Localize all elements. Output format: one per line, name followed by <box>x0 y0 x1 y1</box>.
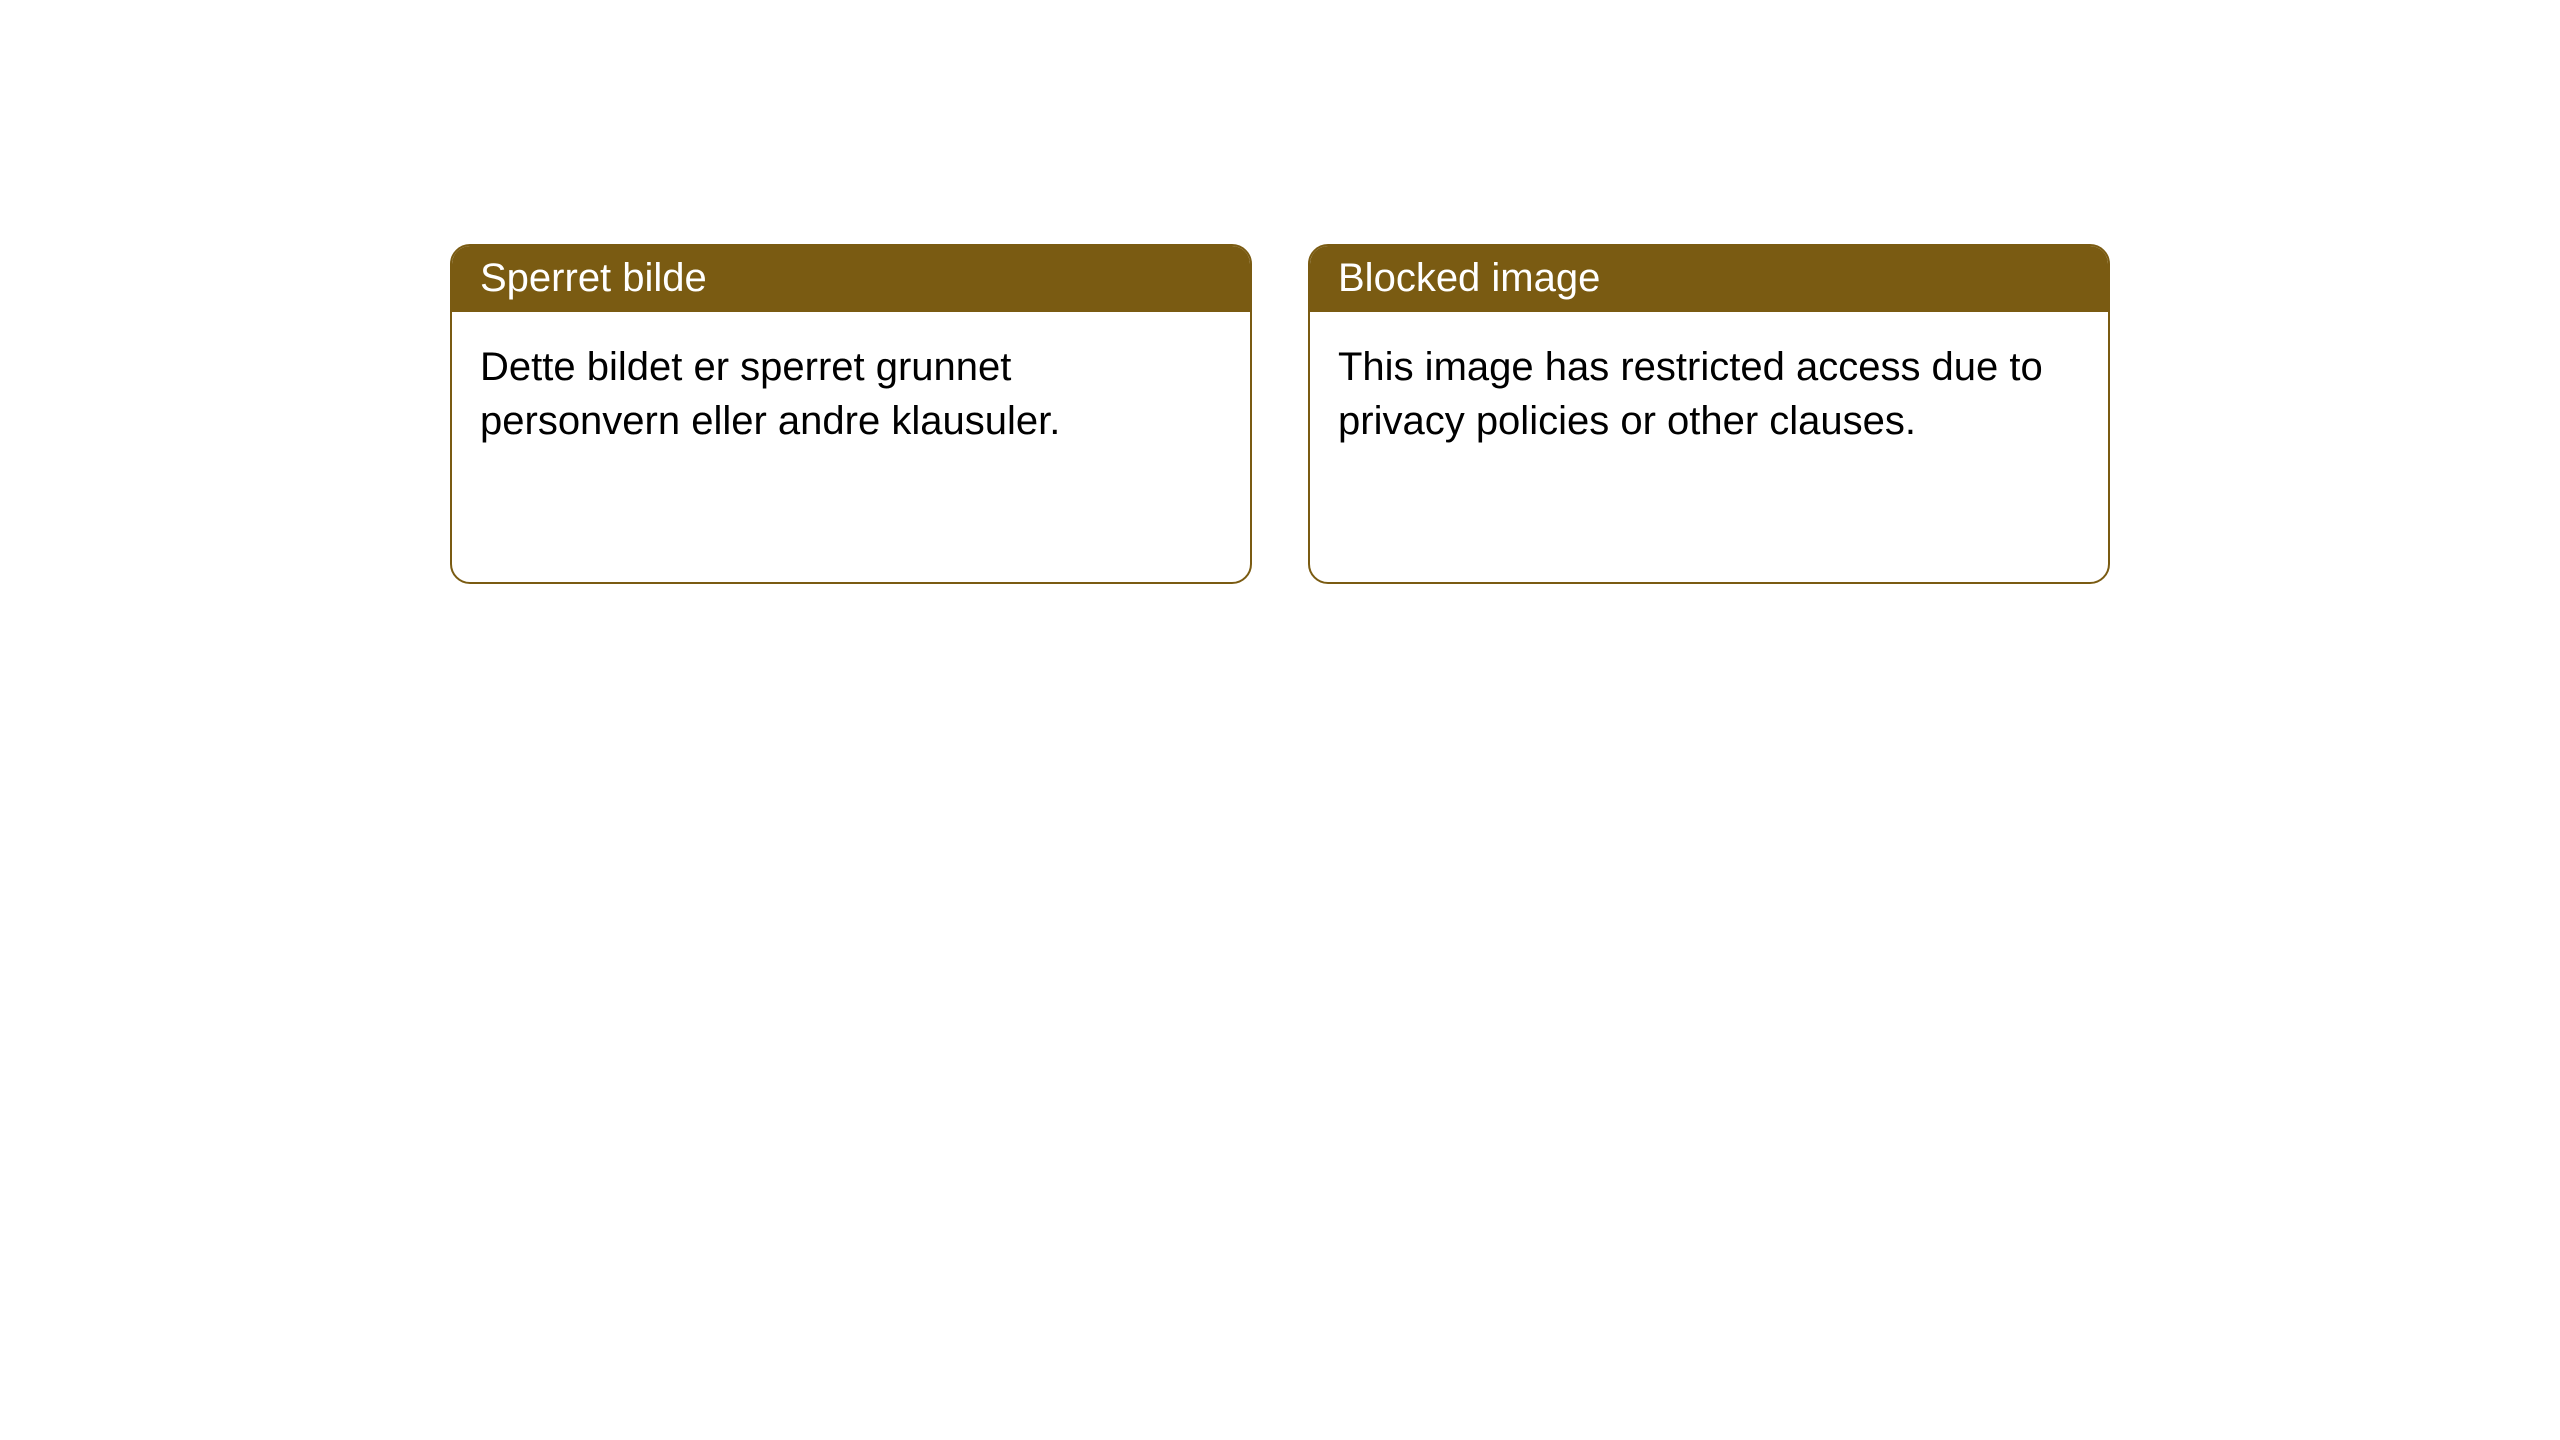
notice-header: Blocked image <box>1310 246 2108 312</box>
notice-container: Sperret bilde Dette bildet er sperret gr… <box>450 244 2110 584</box>
notice-card-en: Blocked image This image has restricted … <box>1308 244 2110 584</box>
notice-card-no: Sperret bilde Dette bildet er sperret gr… <box>450 244 1252 584</box>
notice-header: Sperret bilde <box>452 246 1250 312</box>
notice-body: Dette bildet er sperret grunnet personve… <box>452 312 1250 468</box>
notice-body: This image has restricted access due to … <box>1310 312 2108 468</box>
